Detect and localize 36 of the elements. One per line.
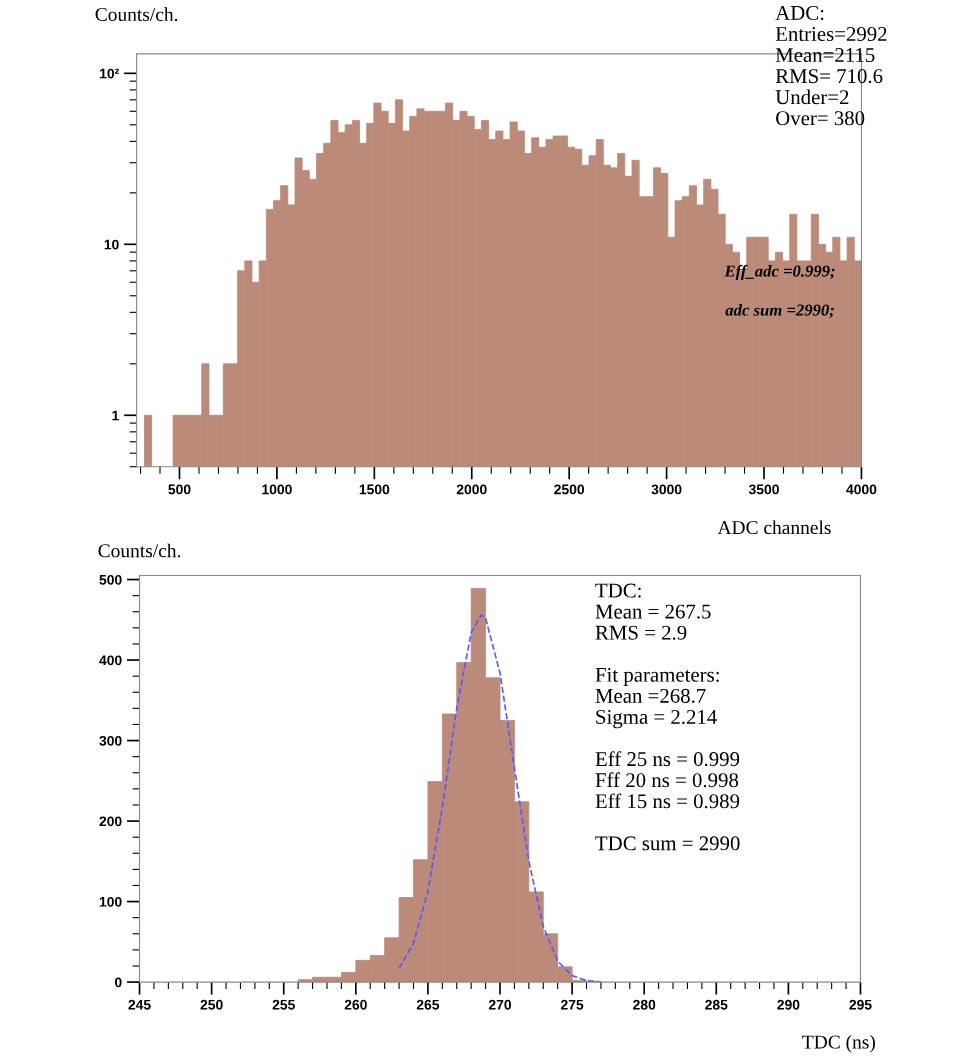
y-tick-label: 0 — [115, 977, 122, 988]
x-tick-label: 1000 — [262, 484, 292, 495]
x-tick-label: 1500 — [359, 484, 390, 495]
x-tick-label: 280 — [633, 999, 656, 1010]
y-axis-title: Counts/ch. — [95, 7, 178, 22]
text: TDC: Mean = 267.5 RMS = 2.9 Fit parameters: Mean =268.7 Sigma = 2.214 Eff 25 ns = 0.999 Fff 20 ns = 0.998 Eff 15 ns = 0.989 TDC sum = 2990 — [595, 583, 740, 851]
annotation: ADC: Entries=2992 Mean=2115 RMS= 710.6 Under=2 Over= 380 — [775, 5, 887, 126]
x-axis-title: TDC (ns) — [802, 1034, 875, 1053]
x-tick-label: 275 — [560, 999, 584, 1010]
x-tick-label: 255 — [272, 999, 295, 1010]
annotation: Eff_adc =0.999; — [724, 264, 835, 281]
x-tick-label: 3000 — [651, 484, 682, 495]
x-tick-label: 3500 — [748, 484, 779, 495]
x-tick-label: 2000 — [456, 484, 487, 495]
x-tick-label: 250 — [200, 999, 223, 1010]
x-tick-label: 4000 — [846, 484, 877, 495]
y-tick-label: 1 — [112, 410, 119, 421]
x-tick-label: 270 — [488, 999, 512, 1010]
y-tick-label: 10² — [100, 68, 119, 79]
annotation: adc sum =2990; — [725, 303, 834, 319]
x-tick-label: 290 — [777, 999, 800, 1010]
x-axis-title: ADC channels — [717, 520, 831, 535]
x-tick-label: 245 — [128, 999, 151, 1010]
y-tick-label: 10 — [104, 239, 119, 250]
y-tick-label: 500 — [99, 574, 122, 585]
x-tick-label: 500 — [168, 484, 191, 495]
y-tick-label: 400 — [99, 655, 122, 666]
x-tick-label: 265 — [416, 999, 440, 1010]
x-tick-label: 260 — [344, 999, 367, 1010]
x-tick-label: 295 — [849, 999, 872, 1010]
y-tick-label: 100 — [99, 896, 122, 907]
y-tick-label: 300 — [99, 735, 122, 746]
x-tick-label: 285 — [705, 999, 728, 1010]
y-axis-title: Counts/ch. — [98, 543, 181, 558]
y-tick-label: 200 — [99, 816, 122, 827]
x-tick-label: 2500 — [554, 484, 585, 495]
